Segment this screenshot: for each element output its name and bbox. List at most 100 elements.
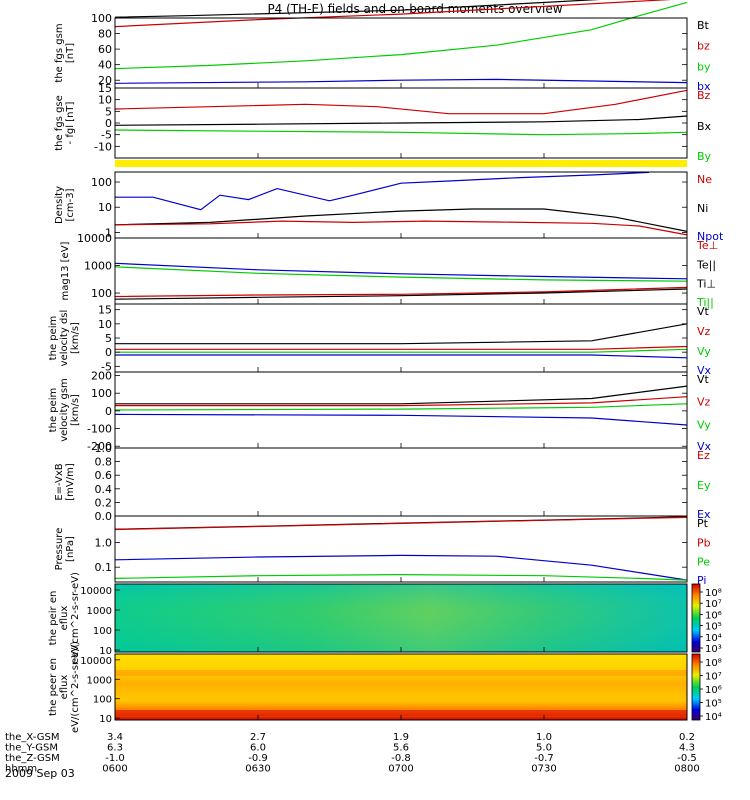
x-row-value: 5.6 — [393, 743, 409, 754]
y-axis-label: the peim — [48, 388, 59, 433]
series-Bx — [114, 115, 688, 126]
x-row-label: the_Z-GSM — [5, 753, 60, 764]
x-row-value: 0700 — [388, 764, 413, 775]
y-tick-label: 0.2 — [95, 496, 113, 509]
colorbar-label: 10⁸ — [705, 658, 722, 669]
colorbar-label: 10⁶ — [705, 685, 722, 696]
series-Pi — [114, 554, 688, 581]
x-row-label: the_X-GSM — [5, 732, 59, 743]
y-tick-label: 0 — [105, 346, 112, 359]
y-axis-label: [cm-3] — [65, 188, 76, 221]
panel-frame — [114, 171, 688, 239]
panel-6: 200 100 0 -100 -200 Vt Vz Vy Vx the peim velocity … — [48, 370, 712, 454]
series-Bt — [114, 0, 601, 18]
y-tick-label: 0.6 — [95, 469, 113, 482]
panel-4: 10000 1000 100 Te⊥ Te|| Ti⊥ Ti|| mag13 [eV] — [60, 232, 718, 309]
y-tick-label: 1000 — [87, 606, 112, 617]
y-axis-label: Pressure — [54, 528, 65, 571]
y-tick-label: 0.4 — [95, 483, 113, 496]
legend-Ey: Ey — [697, 479, 711, 492]
y-axis-label: mag13 [eV] — [60, 241, 71, 300]
panel-frame — [114, 515, 688, 583]
y-tick-label: 0.8 — [95, 456, 113, 469]
colorbar-label: 10⁴ — [705, 633, 722, 644]
legend-Vx: Vx — [697, 440, 712, 453]
y-axis-label: velocity dsl — [59, 310, 70, 367]
legend-Bx: Bx — [697, 120, 712, 133]
y-axis-label: [nT] — [65, 43, 76, 63]
y-axis-label: E=-VxB — [54, 463, 65, 500]
legend-Vy: Vy — [697, 345, 711, 358]
y-tick-label: 5 — [105, 332, 112, 345]
series-Ti|| — [114, 266, 688, 282]
legend-Pt: Pt — [697, 517, 709, 530]
y-axis-label: - fgl [nT] — [65, 101, 76, 144]
y-tick-label: 80 — [98, 28, 112, 41]
panel-7: 1.00.80.60.40.20.0 Ez Ey Ex E=-VxB [mV/m] — [54, 442, 711, 523]
y-tick-label: 100 — [93, 695, 112, 706]
series-Vx — [115, 354, 688, 359]
series-Te⊥ — [114, 286, 688, 298]
y-tick-label: 10 — [99, 714, 112, 725]
electron-band — [115, 670, 687, 676]
legend-bz: bz — [697, 40, 710, 53]
y-tick-label: 60 — [98, 43, 112, 56]
y-axis-label: eflux — [59, 675, 70, 700]
x-row-value: -0.5 — [677, 753, 697, 764]
series-Bz — [114, 89, 688, 115]
y-tick-label: 100 — [93, 626, 112, 637]
x-row-value: 3.4 — [107, 732, 123, 743]
x-row-value: 0730 — [531, 764, 556, 775]
y-axis-label: the peer en — [48, 658, 59, 716]
legend-Pe: Pe — [697, 556, 710, 569]
panel-1: 100 80 60 40 20 Bt bz by bx the fgs gsm [nT] — [54, 0, 711, 93]
y-tick-label: 0.0 — [95, 510, 113, 523]
panel-3: 100 10 1 Ne Ni Npot Density [cm-3] — [54, 171, 724, 243]
series-Pb — [114, 516, 688, 531]
legend-Vz: Vz — [697, 396, 711, 409]
y-tick-label: -5 — [101, 129, 112, 142]
x-row-value: 6.0 — [250, 743, 266, 754]
y-tick-label: 40 — [98, 59, 112, 72]
panel-frame — [114, 447, 688, 517]
legend-Ti||: Ti|| — [696, 296, 714, 309]
y-axis-label: the fgs gse — [54, 95, 65, 151]
y-tick-label: 0.1 — [95, 561, 113, 574]
legend-by: by — [697, 60, 711, 73]
y-axis-label: the fgs gsm — [54, 23, 65, 82]
y-tick-label: 0 — [105, 405, 112, 418]
y-tick-label: 10 — [98, 201, 112, 214]
legend-Npot: Npot — [697, 230, 724, 243]
legend-Vy: Vy — [697, 418, 711, 431]
x-row-value: -0.7 — [534, 753, 554, 764]
y-tick-label: 0 — [105, 117, 112, 130]
y-axis-label: eflux — [59, 606, 70, 631]
x-row-value: 0800 — [674, 764, 699, 775]
x-row-value: 5.0 — [536, 743, 552, 754]
colorbar-label: 10³ — [705, 644, 722, 655]
series-Vz — [115, 396, 688, 407]
legend-Vx: Vx — [697, 364, 712, 377]
y-tick-label: 1000 — [87, 675, 112, 686]
legend-Te||: Te|| — [696, 258, 716, 271]
legend-Vt: Vt — [697, 373, 710, 386]
y-tick-label: 20 — [98, 74, 112, 87]
legend-Ez: Ez — [697, 449, 710, 462]
y-tick-label: 10000 — [77, 232, 112, 245]
series-Vt — [115, 385, 688, 405]
y-tick-label: -200 — [87, 440, 112, 453]
series-Vy — [114, 403, 688, 411]
x-row-value: 0.2 — [679, 732, 695, 743]
series-Vy — [115, 348, 688, 353]
colorbar-label: 10⁷ — [705, 672, 722, 683]
y-axis-label: the peir en — [48, 591, 59, 646]
legend-Bt: Bt — [697, 19, 710, 32]
x-row-value: -1.0 — [105, 753, 125, 764]
series-Vt — [115, 323, 688, 345]
y-tick-label: 100 — [91, 287, 112, 300]
x-row-value: 1.0 — [536, 732, 552, 743]
legend-Vz: Vz — [697, 325, 711, 338]
colorbar — [691, 583, 701, 653]
legend-Pb: Pb — [697, 536, 711, 549]
